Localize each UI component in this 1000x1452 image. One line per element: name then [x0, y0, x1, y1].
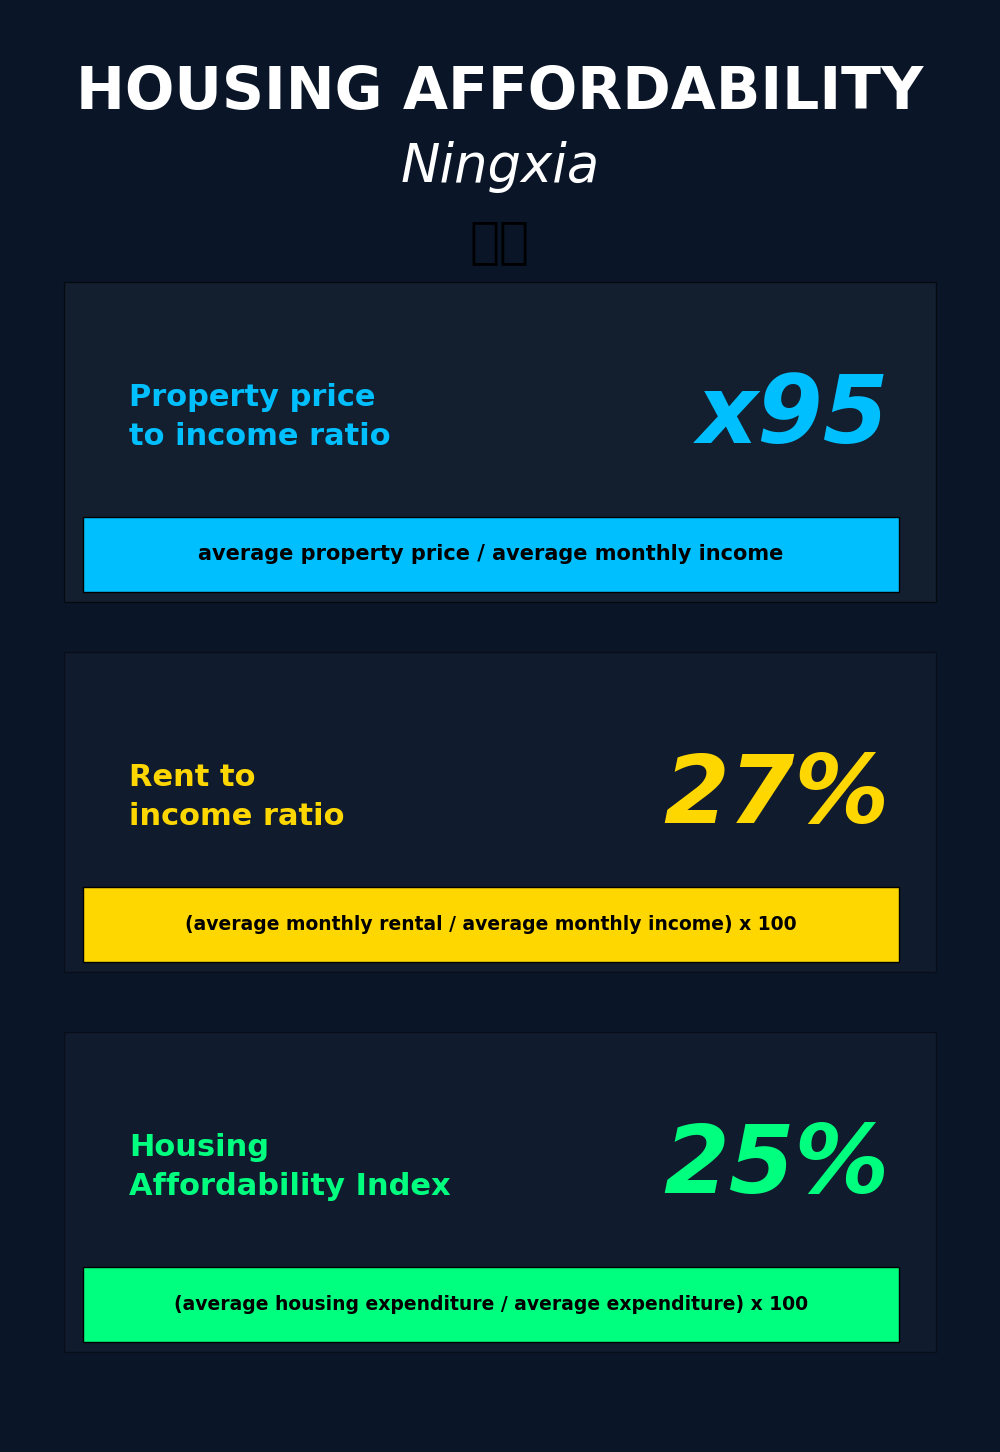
Text: average property price / average monthly income: average property price / average monthly…	[198, 544, 783, 565]
Text: Ningxia: Ningxia	[400, 141, 600, 193]
Text: HOUSING AFFORDABILITY: HOUSING AFFORDABILITY	[76, 64, 924, 121]
Text: x95: x95	[697, 372, 890, 463]
FancyBboxPatch shape	[83, 517, 899, 592]
Text: (average monthly rental / average monthly income) x 100: (average monthly rental / average monthl…	[185, 915, 797, 934]
Text: 27%: 27%	[664, 751, 890, 844]
FancyBboxPatch shape	[83, 887, 899, 963]
Text: 25%: 25%	[664, 1121, 890, 1212]
FancyBboxPatch shape	[64, 1032, 936, 1352]
FancyBboxPatch shape	[64, 652, 936, 971]
Text: (average housing expenditure / average expenditure) x 100: (average housing expenditure / average e…	[174, 1295, 808, 1314]
FancyBboxPatch shape	[64, 282, 936, 603]
Text: Housing
Affordability Index: Housing Affordability Index	[129, 1134, 451, 1201]
Text: Rent to
income ratio: Rent to income ratio	[129, 764, 344, 831]
FancyBboxPatch shape	[83, 1268, 899, 1342]
Text: Property price
to income ratio: Property price to income ratio	[129, 383, 391, 450]
Text: 🇨🇳: 🇨🇳	[470, 218, 530, 266]
